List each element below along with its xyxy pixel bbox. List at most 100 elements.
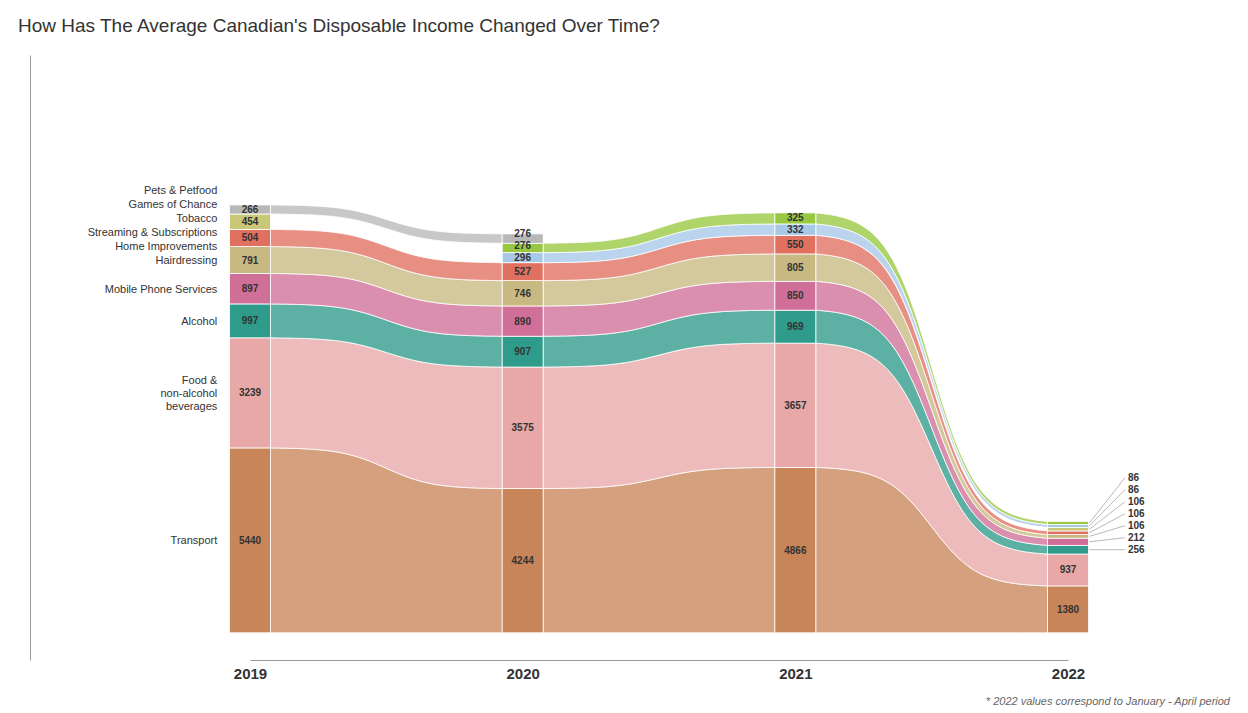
data-label: 746 — [514, 288, 531, 299]
data-label: 212 — [1128, 532, 1145, 543]
leader-line — [1089, 478, 1125, 523]
bar — [502, 336, 543, 367]
flow — [816, 281, 1048, 545]
bar — [230, 338, 271, 448]
flow — [270, 205, 502, 243]
bar — [230, 247, 271, 274]
bar — [775, 310, 816, 343]
bar — [502, 253, 543, 263]
bar — [502, 263, 543, 281]
data-label: 937 — [1060, 564, 1077, 575]
bar — [230, 273, 271, 303]
data-label: 791 — [242, 255, 259, 266]
annotation: * 2022 values correspond to January - Ap… — [986, 695, 1231, 707]
bar — [775, 254, 816, 281]
bar — [775, 235, 816, 254]
x-tick-label: 2021 — [779, 665, 812, 682]
series-label: Streaming & Subscriptions — [88, 226, 218, 238]
bar — [230, 229, 271, 246]
plot-area — [230, 205, 1089, 633]
title: How Has The Average Canadian's Disposabl… — [18, 15, 660, 36]
data-label: 4866 — [784, 545, 807, 556]
data-label: 5440 — [239, 535, 262, 546]
bar — [230, 205, 271, 214]
flow — [816, 235, 1048, 534]
leader-line — [1089, 490, 1125, 526]
bar — [502, 367, 543, 489]
data-label: 504 — [242, 232, 259, 243]
bar — [1048, 531, 1089, 535]
flow — [816, 254, 1048, 538]
data-label: 325 — [787, 212, 804, 223]
data-label: 550 — [787, 239, 804, 250]
data-label: 106 — [1128, 508, 1145, 519]
bar — [775, 281, 816, 310]
bar — [1048, 586, 1089, 633]
flow — [816, 213, 1048, 525]
bars — [230, 205, 1089, 633]
data-label: 454 — [242, 216, 259, 227]
series-label: Mobile Phone Services — [105, 283, 218, 295]
bar — [502, 281, 543, 306]
bar — [775, 213, 816, 224]
leader-line — [1089, 549, 1125, 550]
chart: How Has The Average Canadian's Disposabl… — [0, 0, 1248, 713]
series-label: Pets & Petfood — [144, 184, 217, 196]
data-label: 106 — [1128, 496, 1145, 507]
bar — [230, 448, 271, 633]
data-label: 4244 — [512, 555, 535, 566]
bar — [502, 489, 543, 633]
bar — [1048, 545, 1089, 554]
data-label: 86 — [1128, 484, 1140, 495]
bar — [502, 306, 543, 336]
y-axis-line — [30, 56, 31, 661]
data-label: 1380 — [1057, 604, 1080, 615]
x-tick: 2022 — [1052, 660, 1085, 682]
data-label: 3575 — [512, 422, 535, 433]
x-axis: 2019 2020 2021 2022 — [234, 660, 1085, 682]
series-label: Games of Chance — [129, 198, 218, 210]
data-label: 276 — [514, 228, 531, 239]
bar — [1048, 521, 1089, 524]
data-label: 969 — [787, 321, 804, 332]
x-tick: 2021 — [779, 660, 812, 682]
data-label: 296 — [514, 252, 531, 263]
data-label: 106 — [1128, 520, 1145, 531]
data-label: 266 — [242, 204, 259, 215]
bar — [1048, 535, 1089, 539]
flows — [270, 205, 1047, 633]
data-label: 256 — [1128, 544, 1145, 555]
leader-line — [1089, 502, 1125, 529]
flow — [543, 213, 775, 253]
leader-line — [1089, 538, 1125, 542]
data-label: 527 — [514, 266, 531, 277]
data-label: 907 — [514, 346, 531, 357]
bar — [775, 343, 816, 467]
data-label: 997 — [242, 315, 259, 326]
bar — [1048, 527, 1089, 531]
flow — [543, 467, 775, 632]
data-label: 332 — [787, 224, 804, 235]
series-label: Hairdressing — [156, 254, 218, 266]
x-tick-label: 2019 — [234, 665, 267, 682]
bar — [1048, 538, 1089, 545]
x-tick: 2019 — [234, 660, 267, 682]
x-tick-label: 2020 — [506, 665, 539, 682]
data-label: 86 — [1128, 472, 1140, 483]
series-label: Tobacco — [176, 212, 217, 224]
bar — [1048, 524, 1089, 527]
bar — [1048, 554, 1089, 586]
bar — [230, 304, 271, 338]
labels: 5440323999789779150445426642443575907890… — [88, 184, 1145, 615]
series-label: Alcohol — [181, 315, 217, 327]
series-label: Transport — [171, 534, 218, 546]
data-label: 276 — [514, 240, 531, 251]
bar — [775, 224, 816, 235]
y-axis — [30, 56, 31, 661]
series-label: Home Improvements — [115, 240, 218, 252]
bar — [230, 214, 271, 229]
leader-line — [1089, 526, 1125, 537]
bar — [775, 467, 816, 632]
data-label: 890 — [514, 316, 531, 327]
data-label: 3657 — [784, 400, 807, 411]
